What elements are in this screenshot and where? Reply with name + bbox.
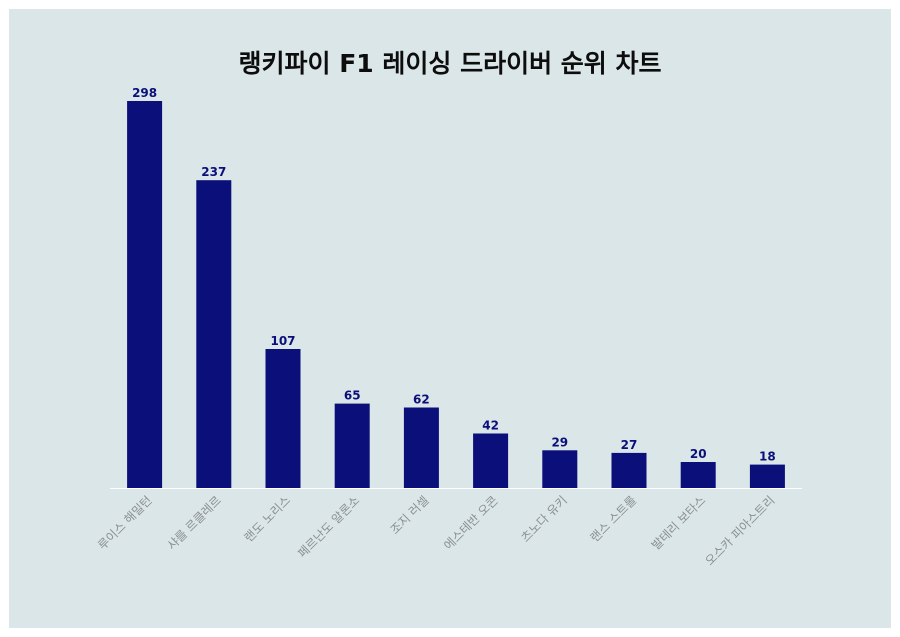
tick-label-5: 에스테반 오콘 (441, 493, 500, 552)
bar-4 (403, 407, 439, 488)
value-label-6: 29 (551, 435, 568, 449)
value-label-9: 18 (759, 450, 776, 464)
bar-0 (127, 101, 163, 488)
bar-9 (749, 464, 785, 488)
bar-5 (473, 433, 509, 488)
value-label-5: 42 (482, 419, 499, 433)
value-label-3: 65 (344, 389, 361, 403)
value-label-0: 298 (132, 86, 157, 100)
bar-2 (265, 349, 301, 488)
bar-3 (334, 403, 370, 488)
bar-6 (542, 450, 578, 488)
bar-7 (611, 452, 647, 488)
tick-label-0: 루이스 해밀턴 (95, 493, 154, 552)
tick-label-3: 페르난도 알론소 (295, 493, 362, 560)
value-label-1: 237 (201, 165, 226, 179)
tick-label-1: 샤를 르클레르 (164, 493, 223, 552)
value-label-7: 27 (621, 438, 638, 452)
tick-label-9: 오스카 피아스트리 (702, 493, 777, 568)
tick-label-2: 랜도 노리스 (241, 493, 293, 545)
tick-label-8: 발테리 보타스 (649, 493, 708, 552)
value-label-2: 107 (270, 334, 295, 348)
value-label-8: 20 (690, 447, 707, 461)
bars-group (127, 101, 785, 488)
value-label-4: 62 (413, 393, 430, 407)
tick-label-4: 조지 러셀 (388, 493, 432, 537)
chart-title: 랭키파이 F1 레이싱 드라이버 순위 차트 (238, 49, 662, 78)
tick-label-7: 랜스 스트롤 (587, 493, 639, 545)
bar-1 (196, 180, 232, 488)
bar-8 (680, 462, 716, 488)
tick-label-6: 츠노다 유키 (518, 493, 570, 545)
